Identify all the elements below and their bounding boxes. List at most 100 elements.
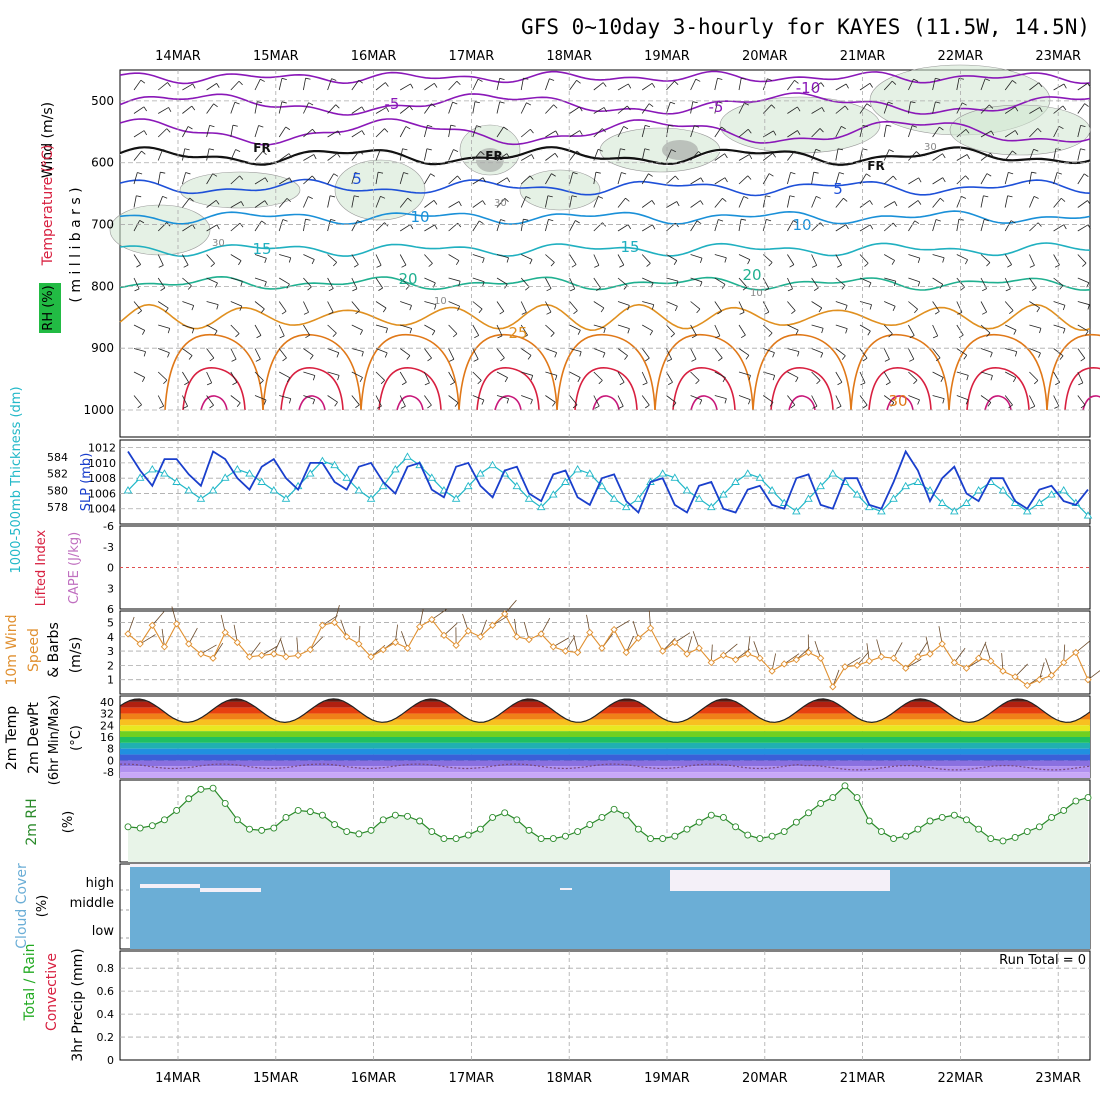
rh2m-line-point xyxy=(538,836,544,842)
temp2m-band xyxy=(120,702,1090,708)
thickness-line xyxy=(128,457,1088,516)
wind-barb xyxy=(215,283,217,287)
wind-barb xyxy=(642,225,652,231)
wind-barb xyxy=(279,372,290,378)
wind-barb xyxy=(257,102,262,103)
precip-ylabel-total: Total / Rain xyxy=(22,943,38,1021)
wind-barb xyxy=(933,278,943,284)
wind-barb xyxy=(207,349,214,359)
wind-barb xyxy=(167,353,169,358)
wind-barb xyxy=(1054,325,1065,329)
wind-barb xyxy=(231,372,237,382)
contour-label: 5 xyxy=(833,180,843,198)
rh2m-line-point xyxy=(672,833,678,839)
wind-barb xyxy=(217,225,219,229)
wind-barb xyxy=(1005,255,1011,265)
wind-barb xyxy=(814,172,819,173)
contour-label: 10 xyxy=(792,216,811,234)
wind10-barb xyxy=(250,642,261,656)
rh2m-line-point xyxy=(526,827,532,833)
wind-barb xyxy=(1055,382,1059,384)
temp2m-ylabel-units: (°C) xyxy=(69,725,84,751)
temp-contour-arch xyxy=(1083,396,1100,410)
temp2m-band xyxy=(120,772,1090,778)
freezing-level-label: FR xyxy=(253,141,270,155)
wind-barb xyxy=(580,352,581,357)
wind-barb xyxy=(545,302,551,313)
wind-barb xyxy=(578,378,580,382)
wind-barb xyxy=(1015,352,1016,357)
wind-barb xyxy=(933,302,940,312)
wind-barb xyxy=(279,302,286,312)
wind10-barb xyxy=(553,638,569,647)
wind-barb xyxy=(554,105,558,109)
rh2m-line-point xyxy=(149,823,155,829)
wind10-speed-line-point xyxy=(283,654,289,660)
wind-barb xyxy=(1082,263,1086,266)
wind-barb xyxy=(500,102,505,103)
wind-barb xyxy=(261,309,264,313)
temp-contour-arch xyxy=(593,396,619,410)
wind-barb xyxy=(715,372,726,378)
wind-barb xyxy=(570,255,577,265)
wind-barb xyxy=(335,402,338,406)
wind-barb xyxy=(482,400,484,405)
wind-barb xyxy=(303,325,309,335)
wind-barb xyxy=(144,131,147,135)
rh-shade xyxy=(110,205,210,255)
wind-barb xyxy=(981,372,992,375)
wind-barb xyxy=(744,196,749,198)
wind-barb xyxy=(884,255,894,261)
wind-barb xyxy=(941,377,943,381)
wind-barb xyxy=(473,255,484,259)
wind-barb xyxy=(933,220,936,231)
cape-ytick: 3 xyxy=(107,582,114,595)
wind-barb xyxy=(718,358,722,361)
precip-run-total: Run Total = 0 xyxy=(999,953,1086,968)
wind-barb xyxy=(748,176,751,180)
temp-contour-arch xyxy=(183,368,245,410)
wind-barb xyxy=(935,311,939,314)
wind-barb xyxy=(933,325,938,336)
wind10-speed-line-point xyxy=(575,650,581,656)
wind-barb xyxy=(578,330,580,334)
wind-barb xyxy=(555,353,557,358)
wind-barb xyxy=(402,265,406,267)
wind-barb xyxy=(596,172,601,173)
wind-barb xyxy=(626,198,630,201)
wind-barb xyxy=(1005,278,1010,289)
wind10-ytick: 2 xyxy=(107,659,114,672)
precip-ytick: 0.8 xyxy=(97,962,115,975)
wind-barb xyxy=(304,312,309,314)
wind-barb xyxy=(453,334,457,337)
thickness-line-point xyxy=(829,470,836,476)
wind10-ylabel2: Speed xyxy=(26,628,42,672)
wind-barb xyxy=(475,102,480,103)
wind-barb xyxy=(725,399,726,404)
date-label-top: 20MAR xyxy=(742,49,788,64)
wind-barb xyxy=(158,255,163,266)
wind-barb xyxy=(570,80,577,90)
wind-barb xyxy=(1030,265,1035,267)
wind-barb xyxy=(1029,255,1034,266)
wind-barb xyxy=(570,289,575,291)
slp-ylabel-thickness: 1000-500mb Thickness (dm) xyxy=(9,386,24,573)
rh2m-line-point xyxy=(1049,814,1055,820)
wind-barb xyxy=(303,78,305,90)
wind-barb xyxy=(453,150,458,152)
wind-barb xyxy=(211,263,215,266)
wind-barb xyxy=(717,78,722,79)
wind-barb xyxy=(182,349,192,356)
upper-ytick: 700 xyxy=(91,218,114,232)
contour-label: 25 xyxy=(508,324,527,342)
wind-barb xyxy=(812,196,817,207)
wind-barb xyxy=(957,372,969,375)
temp-contour-arch xyxy=(299,396,325,410)
wind-barb xyxy=(884,349,889,360)
wind-barb xyxy=(411,84,413,88)
wind-barb xyxy=(303,197,308,208)
wind10-speed-line-point xyxy=(319,622,325,628)
rh2m-line-point xyxy=(356,831,362,837)
rh2m-line-point xyxy=(660,836,666,842)
